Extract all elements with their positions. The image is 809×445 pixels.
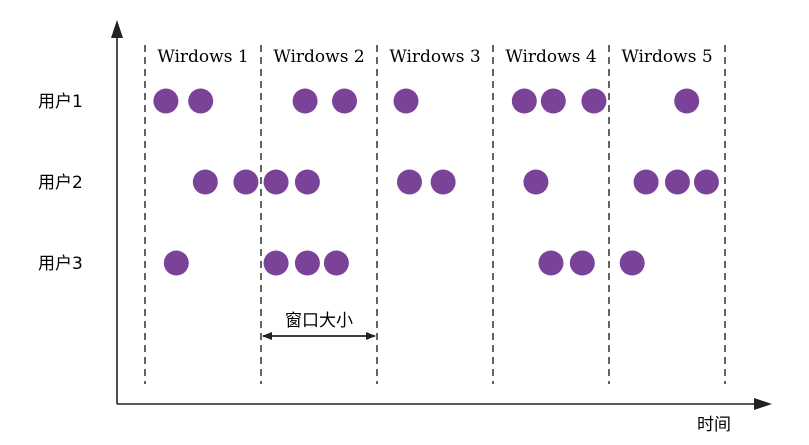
window-labels: Wirdows 1 Wirdows 2 Wirdows 3 Wirdows 4 Wird… [157, 47, 712, 67]
window-label-5: Wirdows 5 [621, 47, 712, 67]
event-dot-row2-5 [396, 169, 422, 195]
window-boundaries [144, 45, 726, 384]
event-dot-row1-9 [674, 88, 700, 114]
event-dot-row1-1 [153, 88, 179, 114]
row-label-1: 用户1 [38, 92, 83, 112]
event-dot-row2-8 [633, 169, 659, 195]
event-dot-row3-2 [263, 250, 289, 276]
event-dot-row3-1 [163, 250, 189, 276]
event-dot-row2-3 [263, 169, 289, 195]
event-dot-row1-3 [292, 88, 318, 114]
event-dots [153, 88, 719, 276]
window-size-label: 窗口大小 [285, 311, 353, 331]
x-axis-arrowhead [754, 398, 772, 410]
row-label-2: 用户2 [38, 173, 83, 193]
x-axis-label: 时间 [697, 415, 731, 435]
window-label-4: Wirdows 4 [505, 47, 596, 67]
axes: 时间 [111, 20, 772, 435]
event-dot-row1-5 [393, 88, 419, 114]
event-dot-row2-2 [233, 169, 259, 195]
event-dot-row3-7 [619, 250, 645, 276]
event-dot-row2-10 [693, 169, 719, 195]
y-axis-arrowhead [111, 20, 123, 38]
event-dot-row1-4 [332, 88, 358, 114]
event-dot-row2-9 [664, 169, 690, 195]
event-dot-row3-5 [538, 250, 564, 276]
event-dot-row1-7 [540, 88, 566, 114]
event-dot-row2-1 [192, 169, 218, 195]
window-label-1: Wirdows 1 [157, 47, 248, 67]
event-dot-row1-2 [188, 88, 214, 114]
window-label-2: Wirdows 2 [273, 47, 364, 67]
event-dot-row3-3 [294, 250, 320, 276]
window-label-3: Wirdows 3 [389, 47, 480, 67]
event-dot-row3-4 [323, 250, 349, 276]
event-dot-row1-6 [511, 88, 537, 114]
window-size-annotation: 窗口大小 [262, 311, 376, 340]
event-dot-row3-6 [569, 250, 595, 276]
event-dot-row2-4 [294, 169, 320, 195]
event-dot-row1-8 [581, 88, 607, 114]
event-dot-row2-6 [430, 169, 456, 195]
row-labels: 用户1 用户2 用户3 [38, 92, 83, 274]
row-label-3: 用户3 [38, 254, 83, 274]
event-dot-row2-7 [523, 169, 549, 195]
